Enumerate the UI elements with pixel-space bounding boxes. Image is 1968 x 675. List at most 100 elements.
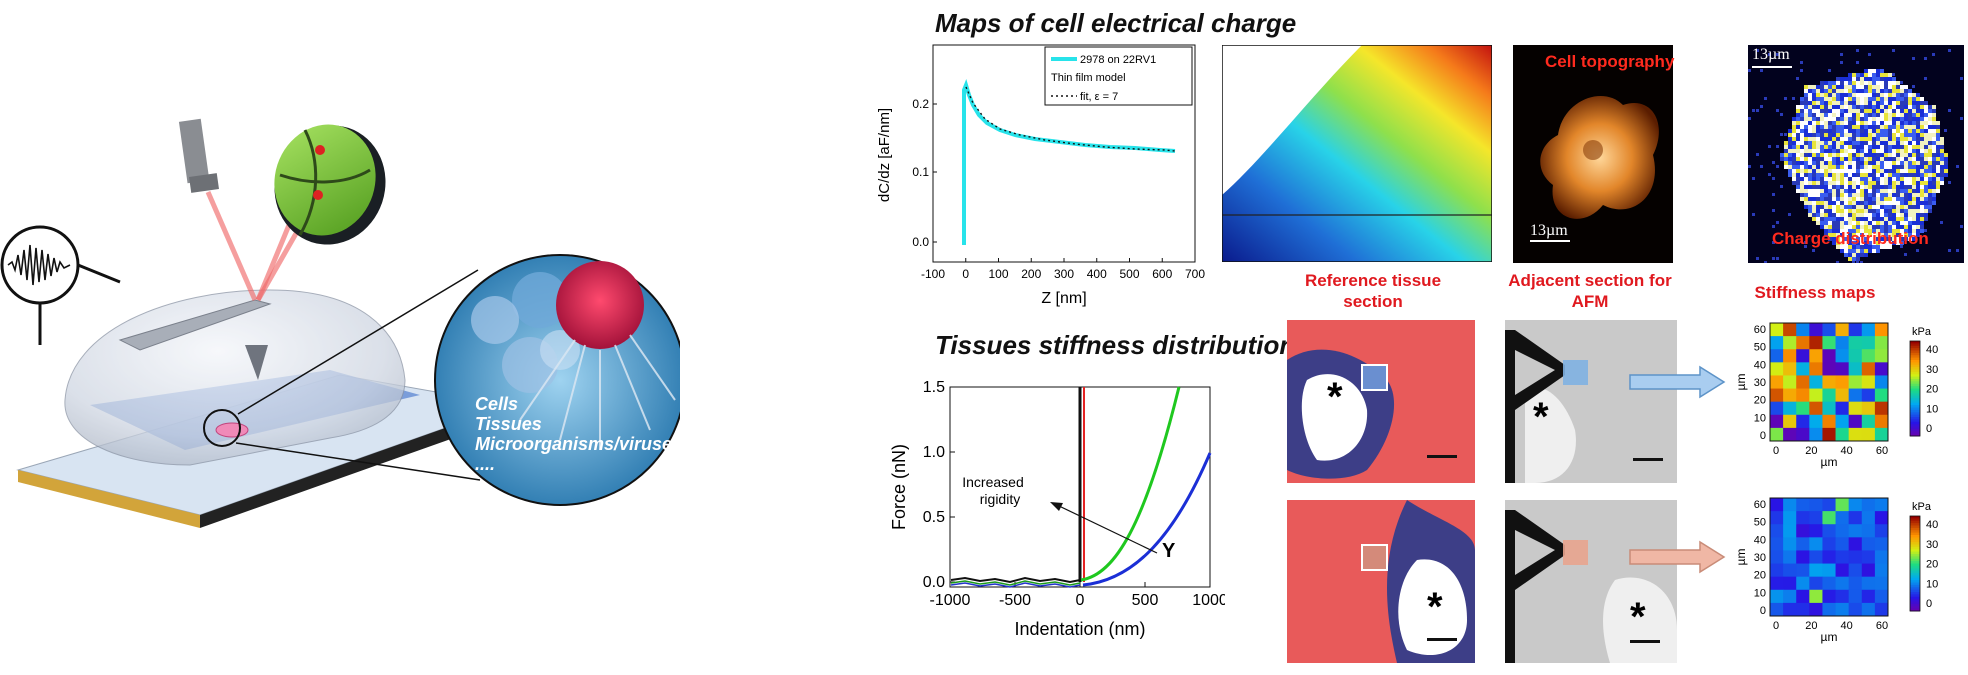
- heatmap-cell: [1809, 414, 1823, 429]
- heatmap-cell: [1796, 550, 1810, 565]
- stiffness-title: Tissues stiffness distribution: [935, 330, 1296, 360]
- heatmap-ytick: 20: [1754, 570, 1766, 582]
- heatmap-cell: [1861, 511, 1876, 525]
- heatmap-cell: [1796, 511, 1810, 525]
- heatmap-cell: [1809, 336, 1823, 350]
- heatmap-cell: [1770, 602, 1784, 617]
- heatmap-cell: [1809, 537, 1823, 551]
- heatmap-cell: [1835, 576, 1850, 591]
- heatmap-cell: [1822, 336, 1837, 350]
- heatmap-cell: [1848, 414, 1863, 429]
- heatmap-cell: [1783, 375, 1797, 390]
- heatmap-cell: [1809, 323, 1823, 337]
- heatmap-cell: [1809, 401, 1823, 416]
- heatmap-ytick: 60: [1754, 324, 1766, 336]
- heatmap-cell: [1770, 576, 1784, 591]
- colorbar-tick: 20: [1926, 559, 1938, 571]
- heatmap-cell: [1783, 576, 1797, 591]
- heatmap-cell: [1809, 589, 1823, 604]
- heatmap-cell: [1770, 401, 1784, 416]
- dcdz-xtick: 300: [1054, 267, 1074, 281]
- heatmap-cell: [1796, 537, 1810, 551]
- heatmap-cell: [1848, 388, 1863, 403]
- force-xtick: 500: [1132, 592, 1159, 609]
- heatmap-cell: [1770, 427, 1784, 442]
- zoom-label-cells: Cells: [475, 394, 518, 414]
- stiffness-heatmap-bottom: 0 20 40 60 0 10 20 30 40 50 60 µm µm kPa 0 10 20 30 40: [1735, 497, 1938, 644]
- zoom-label-microorganisms: Microorganisms/viruses: [475, 434, 680, 454]
- heatmap-cell: [1809, 511, 1823, 525]
- colorbar-title: kPa: [1912, 326, 1932, 338]
- dcdz-ylabel: dC/dz [aF/nm]: [876, 108, 893, 202]
- heatmap-cell: [1822, 323, 1837, 337]
- force-ytick: 0.5: [923, 509, 945, 526]
- heatmap-cell: [1848, 336, 1863, 350]
- zoom-label-more: ....: [475, 454, 495, 474]
- heatmap-cell: [1835, 550, 1850, 565]
- heatmap-cell: [1848, 511, 1863, 525]
- heatmap-cell: [1796, 336, 1810, 350]
- heatmap-cell: [1835, 362, 1850, 376]
- topography-scale-label: 13µm: [1530, 222, 1568, 239]
- heatmap-cell: [1822, 563, 1837, 578]
- colorbar-tick: 30: [1926, 539, 1938, 551]
- rigidity-arrow: [1056, 504, 1158, 554]
- force-ytick: 0.0: [923, 574, 945, 591]
- heatmap-ytick: 0: [1760, 430, 1766, 442]
- heatmap-cell: [1861, 323, 1876, 337]
- colorbar-tick: 10: [1926, 578, 1938, 590]
- arrow-to-heatmap-bottom: [1629, 540, 1726, 574]
- legend-entry-data: 2978 on 22RV1: [1080, 54, 1156, 66]
- heatmap-cell: [1809, 388, 1823, 403]
- colorbar-tick: 0: [1926, 423, 1932, 435]
- lumen-asterisk: *: [1630, 595, 1646, 639]
- capacitance-simulation-map: [1222, 45, 1492, 262]
- heatmap-cell: [1874, 498, 1889, 512]
- heatmap-cell: [1848, 537, 1863, 551]
- lumen-asterisk: *: [1533, 395, 1549, 439]
- heatmap-xtick: 40: [1841, 620, 1853, 632]
- heatmap-cell: [1874, 563, 1889, 578]
- heatmap-cell: [1874, 576, 1889, 591]
- dcdz-xtick: 700: [1185, 267, 1205, 281]
- topography-label: Cell topography: [1545, 52, 1675, 71]
- reference-tissue-header: Reference tissue section: [1304, 271, 1442, 311]
- heatmap-cell: [1848, 427, 1863, 442]
- heatmap-xtick: 60: [1876, 445, 1888, 457]
- heatmap-cell: [1835, 414, 1850, 429]
- heatmap-cell: [1861, 589, 1876, 604]
- dcdz-curve: [962, 78, 1176, 245]
- heatmap-cell: [1848, 524, 1863, 538]
- heatmap-cell: [1796, 323, 1810, 337]
- heatmap-cell: [1783, 563, 1797, 578]
- heatmap-cell: [1835, 524, 1850, 538]
- charge-scale-label: 13µm: [1752, 46, 1790, 63]
- heatmap-cell: [1848, 362, 1863, 376]
- heatmap-cell: [1861, 550, 1876, 565]
- dcdz-ytick: 0.0: [912, 235, 929, 249]
- heatmap-cell: [1809, 498, 1823, 512]
- dcdz-xtick: 0: [962, 267, 969, 281]
- heatmap-cell: [1835, 589, 1850, 604]
- heatmap-cell: [1796, 498, 1810, 512]
- heatmap-cell: [1874, 537, 1889, 551]
- heatmap-cell: [1783, 349, 1797, 363]
- charge-scalebar: [1752, 66, 1792, 68]
- heatmap-cell: [1835, 336, 1850, 350]
- heatmap-ytick: 10: [1754, 587, 1766, 599]
- colorbar-tick: 0: [1926, 598, 1932, 610]
- heatmap-cell: [1796, 576, 1810, 591]
- heatmap-ytick: 60: [1754, 499, 1766, 511]
- heatmap-cell: [1822, 524, 1837, 538]
- heatmap-cell: [1861, 427, 1876, 442]
- heatmap-xtick: 60: [1876, 620, 1888, 632]
- heatmap-ylabel: µm: [1735, 374, 1748, 391]
- heatmap-cell: [1783, 388, 1797, 403]
- heatmap-cell: [1874, 323, 1889, 337]
- heatmap-cell: [1835, 563, 1850, 578]
- dcdz-chart: -100 0 100 200 300 400 500 600 700 0.0 0.1 0.2 dC/d…: [876, 44, 1205, 307]
- heatmap-cell: [1835, 388, 1850, 403]
- heatmap-cell: [1874, 414, 1889, 429]
- heatmap-cell: [1796, 362, 1810, 376]
- heatmap-cell: [1809, 427, 1823, 442]
